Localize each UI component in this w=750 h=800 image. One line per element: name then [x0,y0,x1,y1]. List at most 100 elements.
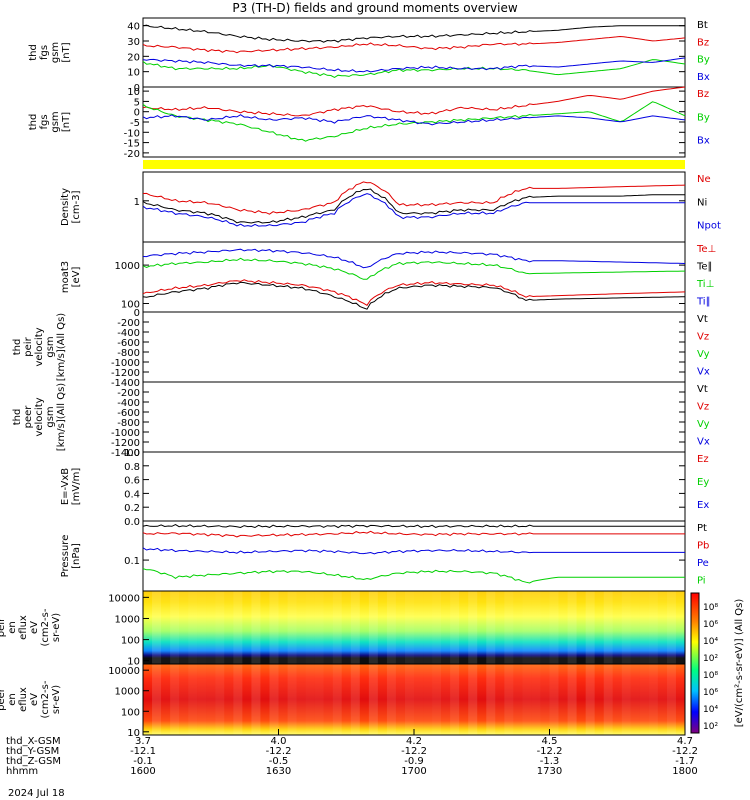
spectrogram-column [395,591,405,664]
spectrogram-column [323,664,333,735]
spectrogram-column [215,591,225,664]
spectrogram-column [630,591,640,664]
ytick-label: 0.8 [124,462,140,473]
ylabel-line: thd [28,114,39,131]
spectrogram-column [260,664,270,735]
spectrogram-column [549,591,559,664]
spectrogram-column [657,664,667,735]
ytick-label: 40 [127,22,140,33]
spectrogram-column [504,591,514,664]
xtick-label: -12.2 [266,746,292,757]
ytick-label: 100 [121,707,140,718]
status-bar-strip [143,160,685,169]
ytick-label: -1000 [111,428,140,439]
spectrogram-column [152,591,162,664]
ylabel-line: Pressure [60,535,71,578]
ytick-label: -600 [117,338,140,349]
ytick-label: -5 [130,118,140,129]
spectrogram-column [522,591,532,664]
spectrogram-column [368,664,378,735]
ytick-label: 30 [127,37,140,48]
ylabel-line: [cm-3] [71,190,82,223]
ytick-label: 0.6 [124,476,140,487]
ytick-label: 10000 [108,666,140,677]
ytick-label: -400 [117,398,140,409]
ylabel-line: moat3 [60,261,71,293]
series-line-Pe [142,547,685,555]
panel-peir_vel: thd peir velocity gsm [km/s](All Qs) 0-200-40… [12,308,710,389]
spectrogram-column [377,664,387,735]
spectrogram-column [522,664,532,735]
spectrogram-column [197,591,207,664]
ylabel-line: E=-VxB [60,468,71,505]
spectrogram-column [278,664,288,735]
spectrogram-column [450,664,460,735]
ytick-label: 10000 [108,593,140,604]
ylabel-line: velocity [34,327,45,366]
spectrogram-column [179,664,189,735]
legend-Vy: Vy [697,419,710,430]
series-line-By [142,101,686,142]
spectrogram-column [432,591,442,664]
spectrogram-column [459,664,469,735]
spectrogram-column [251,591,261,664]
spectrogram-column [576,591,586,664]
spectrogram-column [152,664,162,735]
xtick-label: -12.1 [130,746,156,757]
legend-By: By [697,112,710,123]
spectrogram-column [639,664,649,735]
spectrogram-column [414,591,424,664]
spectrogram-column [441,664,451,735]
legend-Pi: Pi [697,576,706,587]
ylabel-line: eV [29,621,40,634]
ylabel-line: en [7,621,18,634]
ylabel-line: (cm2-s- [40,680,51,718]
series-line-Pb [142,530,685,538]
legend-Vz: Vz [697,402,709,413]
ylabel-line: thd [12,339,23,356]
xtick-label: -0.5 [269,756,289,767]
spectrogram-column [161,591,171,664]
ylabel-line: [mV/m] [71,468,82,506]
ylabel-line: eflux [18,615,29,640]
orbit-row-label: thd_Y-GSM [6,746,59,757]
xtick-label: 1700 [401,766,426,777]
xtick-label: -12.2 [672,746,698,757]
ylabel-line: [nT] [61,42,72,62]
panel-frame [142,451,686,522]
panel-peir_en: thdpeirenefluxeV(cm2-s-sr-eV)10100100010… [0,590,686,668]
ylabel-line: gsm [45,336,56,357]
series-line-Ti∥ [142,248,686,269]
ytick-label: 0.4 [124,489,140,500]
spectrogram-column [314,591,324,664]
spectrogram-column [585,664,595,735]
ylabel-line: [eV] [71,267,82,288]
spectrogram-column [630,664,640,735]
xtick-label: -12.2 [401,746,427,757]
spectrogram-column [341,664,351,735]
spectrogram-column [621,664,631,735]
colorbar-tick: 10⁶ [703,688,718,698]
spectrogram-column [143,591,153,664]
colorbar: 10⁸ 10⁶ 10⁴ 10² 10⁸ 10⁶ 10⁴ 10² [eV/(cm²-s-sr-eV… [690,592,745,734]
ylabel-line: sr-eV) [51,613,62,642]
ytick-label: -600 [117,408,140,419]
ytick-label: -15 [124,139,140,150]
spectrogram-column [215,664,225,735]
ytick-label: 0.2 [124,503,140,514]
panel-temperature: moat3 [eV] 100 1000 Te⊥ Te∥ Ti⊥ Ti∥ [60,241,716,313]
legend-Ti∥: Ti∥ [696,297,711,308]
spectrogram-column [621,591,631,664]
panel-efield: E=-VxB [mV/m] 0.0 0.2 0.4 0.6 0.8 1.0 Ez Ey Ex [60,448,709,528]
ytick-label: -1400 [111,378,140,389]
spectrogram-column [666,591,676,664]
spectrogram-column [359,664,369,735]
spectrogram-column [170,591,180,664]
spectrogram-peir_en [143,591,685,664]
colorbar-tick: 10⁸ [703,671,718,681]
spectrogram-column [386,591,396,664]
ylabel-line: [nT] [61,112,72,132]
colorbar-label: [eV/(cm²-s-sr-eV)] (All Qs) [734,599,745,728]
ytick-label: 0 [134,308,140,319]
